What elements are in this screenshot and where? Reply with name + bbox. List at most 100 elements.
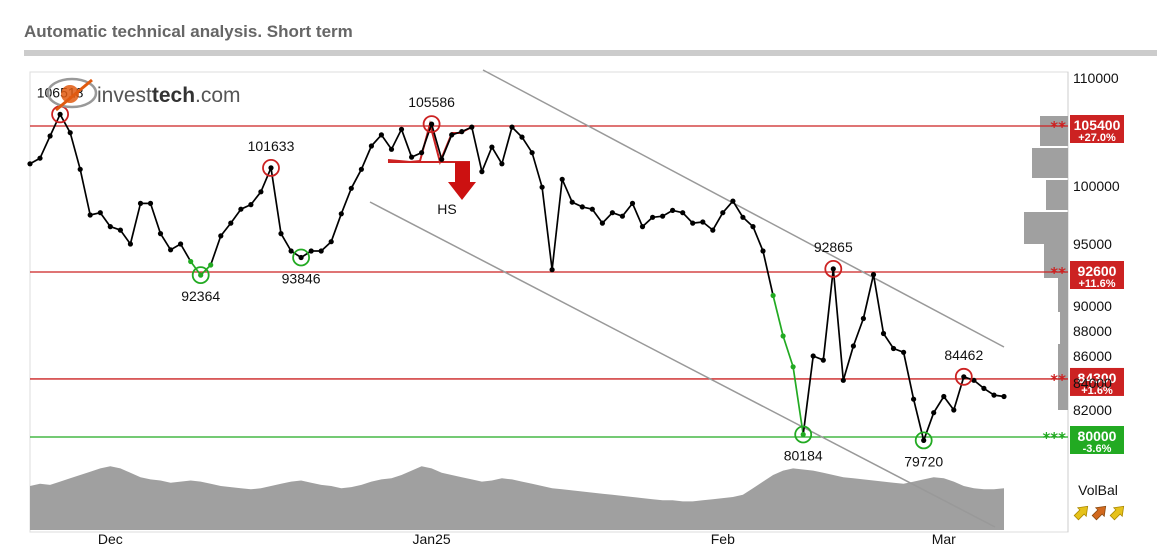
price-segment: [350, 168, 363, 189]
y-tick-label: 95000: [1073, 236, 1112, 252]
price-point: [228, 220, 234, 226]
price-line: [27, 111, 1007, 443]
price-point: [208, 262, 214, 268]
hs-label: HS: [437, 201, 456, 217]
volume-profile-bar: [1058, 278, 1068, 312]
price-segment: [129, 203, 142, 245]
price-segment: [440, 134, 453, 160]
price-point: [489, 144, 495, 150]
price-segment: [551, 179, 564, 270]
hs-down-arrow-icon: [448, 162, 476, 200]
price-segment: [782, 335, 794, 368]
channel-upper-line: [482, 69, 1005, 348]
price-point: [599, 220, 606, 226]
svg-text:investtech.com: investtech.com: [97, 84, 241, 107]
price-point: [278, 231, 284, 237]
price-segment: [39, 135, 51, 159]
price-segment: [521, 136, 533, 154]
volume-profile-bar: [1058, 344, 1068, 410]
volbal-arrow-2-icon: [1091, 505, 1107, 521]
y-tick-label: 90000: [1073, 298, 1112, 314]
price-point: [670, 207, 676, 213]
price-segment: [541, 187, 553, 270]
price-point: [760, 248, 766, 254]
price-segment: [470, 126, 483, 172]
level-value: 92600: [1078, 263, 1117, 279]
extreme-marker: [914, 431, 933, 450]
price-point: [338, 211, 344, 217]
level-percent: +27.0%: [1078, 132, 1116, 144]
extreme-label: 92364: [181, 288, 220, 304]
price-point: [740, 214, 746, 220]
y-tick-label: 82000: [1073, 402, 1112, 418]
price-segment: [932, 396, 945, 414]
price-segment: [360, 145, 373, 170]
price-segment: [340, 187, 353, 215]
level-value: 84300: [1078, 370, 1117, 386]
price-point: [579, 204, 585, 210]
price-segment: [390, 128, 403, 150]
price-point: [449, 132, 455, 138]
volbal-indicator: VolBal: [1073, 482, 1125, 521]
price-point: [328, 239, 334, 245]
support-resistance-lines: ** 105400+27.0% ** 92600+11.6% ** 84300+1.6% *…: [30, 115, 1124, 455]
price-segment: [591, 208, 604, 224]
price-point: [198, 272, 204, 278]
price-segment: [280, 233, 292, 252]
price-point: [47, 133, 53, 139]
x-axis: Dec Jan25 Feb Mar: [98, 531, 956, 547]
price-point: [77, 166, 83, 172]
price-point: [27, 161, 33, 167]
level-stars: ***: [1042, 429, 1066, 447]
volbal-label: VolBal: [1078, 482, 1118, 498]
volume-profile-bar: [1040, 116, 1068, 146]
extreme-marker: [954, 367, 973, 386]
price-segment: [732, 200, 744, 218]
price-point: [780, 333, 786, 339]
price-point: [840, 377, 846, 383]
price-segment: [260, 167, 272, 193]
extreme-markers: 1065181016331055869286584462923649384680…: [37, 84, 984, 469]
price-point: [439, 156, 445, 162]
price-segment: [772, 295, 784, 337]
price-segment: [922, 412, 935, 441]
investtech-logo: investtech.com: [46, 77, 241, 112]
price-point: [730, 198, 736, 204]
price-point: [790, 364, 796, 370]
price-point: [157, 231, 164, 237]
price-point: [509, 124, 515, 130]
volume-area: [30, 466, 1004, 530]
price-segment: [822, 268, 835, 361]
price-point: [459, 129, 465, 135]
section-header: Automatic technical analysis. Short term: [24, 22, 1157, 56]
price-segment: [631, 203, 644, 227]
extreme-marker: [191, 266, 210, 285]
price-point: [288, 248, 294, 254]
extreme-marker: [824, 259, 843, 278]
price-point: [147, 200, 154, 206]
price-segment: [179, 243, 192, 262]
price-point: [248, 202, 254, 208]
price-point: [569, 199, 575, 205]
x-tick-label: Dec: [98, 531, 123, 547]
price-segment: [230, 208, 242, 224]
extreme-label: 84462: [944, 347, 983, 363]
price-point: [398, 126, 405, 132]
extreme-marker: [422, 115, 441, 133]
price-point: [378, 132, 384, 138]
level-badge: [1070, 115, 1124, 143]
price-segment: [209, 235, 222, 266]
price-segment: [842, 345, 855, 381]
x-tick-label: Feb: [711, 531, 735, 547]
price-point: [388, 146, 395, 152]
price-point: [911, 396, 917, 402]
price-point: [87, 212, 93, 218]
price-point: [860, 315, 867, 322]
price-point: [650, 214, 656, 220]
price-point: [358, 166, 364, 172]
level-stars: **: [1050, 264, 1066, 282]
price-segment: [149, 203, 162, 234]
price-point: [660, 213, 666, 219]
price-segment: [159, 233, 172, 251]
